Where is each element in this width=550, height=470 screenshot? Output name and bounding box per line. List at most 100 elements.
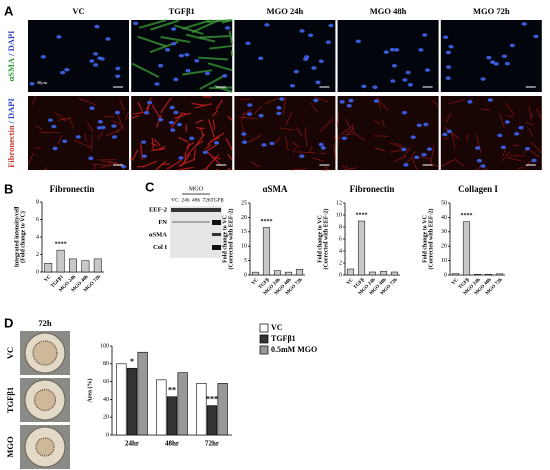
y-tick-label: 10 (441, 258, 447, 264)
nucleus (94, 24, 100, 29)
y-tick-label: 80 (103, 361, 109, 367)
nucleus (173, 77, 179, 82)
chart-title: αSMA (262, 184, 288, 194)
row-label: Fibronectin/ DAPI (6, 98, 16, 168)
legend-label: 0.5mM MGO (271, 345, 317, 354)
legend-swatch (259, 345, 269, 355)
nucleus (442, 132, 448, 137)
fiber (345, 133, 354, 135)
nucleus (154, 82, 160, 86)
fiber (178, 136, 189, 143)
nucleus (111, 124, 117, 128)
chart-title: Collagen I (458, 184, 498, 194)
fiber (105, 129, 120, 137)
fiber (68, 116, 75, 129)
nucleus (405, 70, 411, 75)
fiber (393, 155, 407, 163)
row-label-part: / DAPI (6, 30, 16, 57)
band-label: EEF-2 (149, 206, 167, 213)
nucleus (514, 132, 520, 136)
significance: *** (206, 394, 218, 403)
chart-title: Fibronectin (50, 184, 95, 194)
fiber (430, 145, 435, 164)
fiber (536, 107, 543, 120)
band (171, 208, 221, 212)
nucleus (245, 41, 251, 46)
nucleus (176, 122, 183, 127)
panel-label: D (4, 315, 13, 330)
lane-label: 24h (181, 197, 190, 203)
fiber (137, 165, 144, 168)
nucleus (421, 152, 427, 157)
nucleus (446, 129, 452, 134)
fiber (186, 142, 190, 152)
y-tick-label: 15 (241, 229, 247, 235)
fiber (528, 128, 534, 137)
fiber (402, 146, 412, 159)
fiber (209, 44, 233, 50)
fiber (34, 146, 42, 150)
fiber (84, 133, 88, 143)
fiber (131, 62, 160, 79)
nucleus (261, 143, 267, 147)
y-tick-label: 60 (103, 379, 109, 385)
nucleus (276, 111, 282, 116)
y-axis-label: (Corrected with EEF-2) (427, 209, 434, 270)
nucleus (185, 68, 191, 73)
nucleus (328, 23, 334, 28)
fiber (309, 102, 318, 112)
fiber (376, 96, 381, 109)
nucleus (258, 113, 264, 118)
nucleus (143, 110, 150, 115)
fiber (112, 120, 122, 126)
nucleus (93, 63, 99, 67)
fiber (204, 144, 212, 150)
nucleus (89, 106, 95, 111)
fiber (292, 146, 297, 153)
y-tick-label: 2 (36, 252, 39, 258)
nucleus (299, 154, 305, 158)
bar (93, 258, 102, 273)
bar (473, 274, 482, 276)
lane-label: 48h (192, 197, 201, 203)
column-header: MGO 72h (473, 6, 510, 16)
nucleus (391, 63, 398, 68)
fiber (240, 113, 247, 122)
bar (56, 249, 65, 273)
western-blot: MGO VC 24h 48h 72h TGFβ EEF-2 FN αSMA Col I (149, 186, 224, 258)
nucleus (318, 59, 324, 64)
y-tick-label: 50 (441, 200, 447, 206)
fiber (506, 115, 514, 118)
bar (357, 220, 366, 276)
x-tick-label: VC (251, 277, 260, 286)
y-axis-label: (Corrected with EEF-2) (322, 209, 329, 270)
bar (368, 271, 377, 276)
nucleus (497, 133, 503, 138)
nucleus (29, 81, 35, 86)
nucleus (114, 110, 121, 115)
fiber (153, 138, 161, 146)
fiber (191, 102, 207, 107)
fiber (507, 157, 522, 162)
nucleus (414, 155, 420, 160)
band-label: αSMA (149, 231, 167, 238)
y-axis-label: (Fold change to VC) (19, 211, 26, 263)
row-label: VC (5, 347, 15, 359)
nucleus (47, 118, 54, 122)
nucleus (394, 48, 400, 52)
fiber (525, 121, 534, 126)
bar (346, 268, 355, 276)
fiber (504, 102, 515, 116)
fiber (97, 131, 104, 141)
nucleus (189, 136, 195, 141)
nucleus (75, 135, 81, 139)
nucleus (115, 74, 121, 79)
nucleus (146, 100, 153, 105)
y-tick-label: 25 (241, 200, 247, 206)
nucleus (169, 105, 175, 110)
nucleus (389, 47, 396, 52)
y-axis-label: Fold change to VC (422, 215, 428, 263)
bar (206, 405, 218, 436)
fiber (31, 95, 37, 105)
panel-label: C (145, 179, 155, 194)
